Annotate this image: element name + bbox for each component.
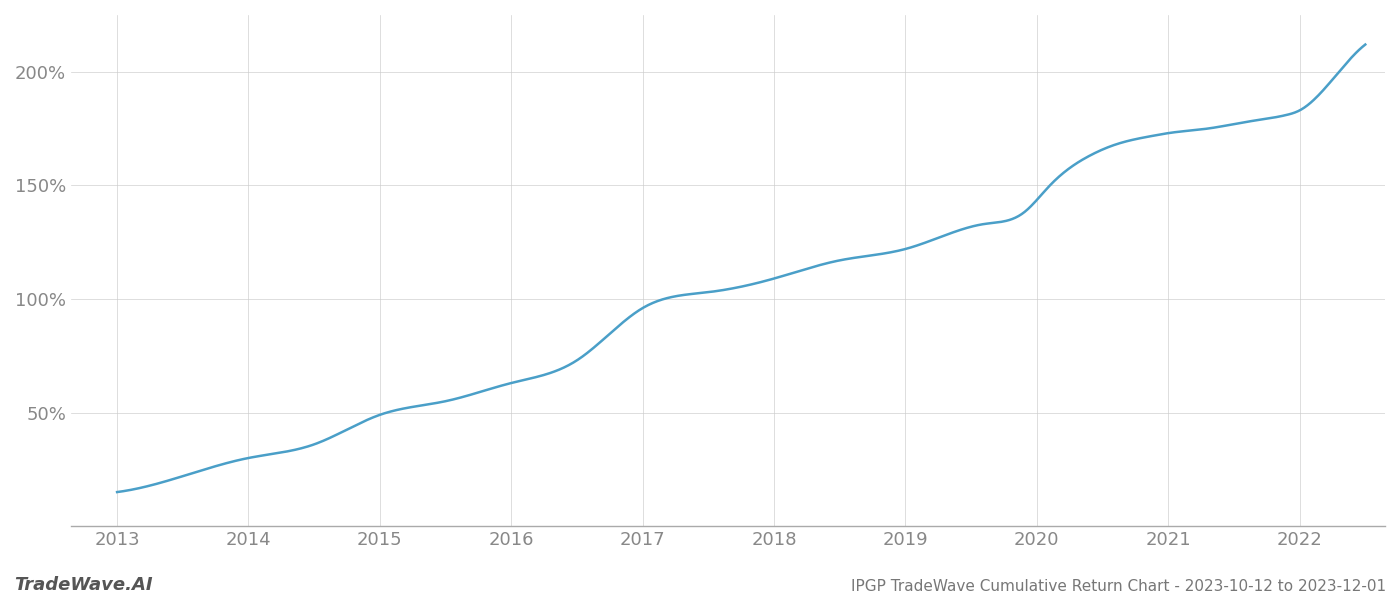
Text: TradeWave.AI: TradeWave.AI (14, 576, 153, 594)
Text: IPGP TradeWave Cumulative Return Chart - 2023-10-12 to 2023-12-01: IPGP TradeWave Cumulative Return Chart -… (851, 579, 1386, 594)
